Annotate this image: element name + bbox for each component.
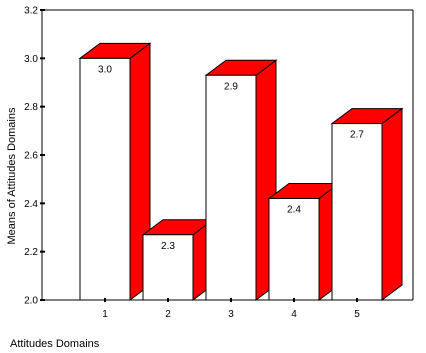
y-tick-label: 2.0: [24, 296, 38, 307]
bar-front: [268, 198, 320, 301]
y-tick-label: 3.2: [24, 6, 38, 17]
bar: 2.9: [204, 59, 278, 301]
bar-front: [205, 74, 257, 301]
x-axis-title: Attitudes Domains: [10, 338, 100, 350]
y-tick-label: 3.0: [24, 54, 38, 65]
x-tick-label: 1: [102, 309, 108, 320]
data-label: 2.3: [161, 241, 175, 252]
x-tick-label: 5: [354, 309, 360, 320]
x-tick-label: 4: [291, 309, 297, 320]
bar-front: [79, 57, 131, 301]
bar: 3.0: [78, 42, 152, 301]
x-tick-label: 2: [165, 309, 171, 320]
bar: 2.3: [141, 218, 215, 301]
y-axis: 2.0 2.2 2.4 2.6 2.8 3.0 3.2: [24, 6, 45, 307]
x-tick-label: 3: [228, 309, 234, 320]
bar-front: [142, 234, 194, 301]
data-label: 2.4: [287, 205, 301, 216]
x-axis: 1 2 3 4 5: [102, 298, 360, 320]
y-axis-title: Means of Attitudes Domains: [6, 107, 18, 244]
bar: 2.4: [267, 182, 341, 301]
bar: 2.7: [330, 107, 404, 301]
bar-side: [381, 107, 403, 301]
bars: 3.0 2.3 2.9 2.4 2.7: [78, 42, 404, 301]
y-tick-label: 2.8: [24, 102, 38, 113]
y-tick-label: 2.2: [24, 247, 38, 258]
y-tick-label: 2.6: [24, 151, 38, 162]
bar-front: [331, 123, 383, 301]
data-label: 2.9: [224, 81, 238, 92]
y-tick-label: 2.4: [24, 199, 38, 210]
data-label: 2.7: [350, 130, 364, 141]
data-label: 3.0: [98, 64, 112, 75]
